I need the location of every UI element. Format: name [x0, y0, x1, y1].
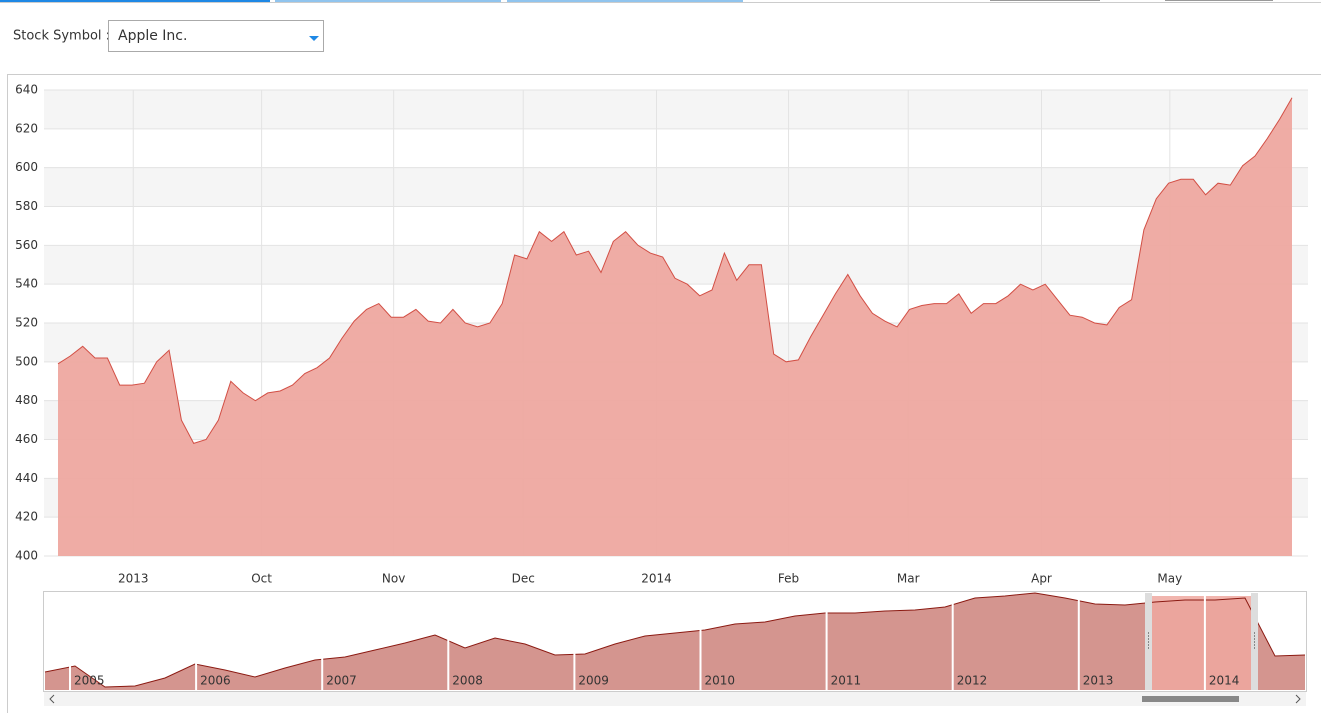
x-tick-label: Nov [382, 572, 405, 586]
band [44, 90, 1308, 129]
year-label: 2007 [326, 674, 357, 688]
x-tick-label: Oct [251, 572, 272, 586]
band [44, 168, 1308, 207]
y-tick-label: 440 [15, 471, 38, 485]
y-tick-label: 420 [15, 510, 38, 524]
x-tick-label: 2014 [641, 572, 672, 586]
year-label: 2014 [1209, 674, 1240, 688]
y-tick-label: 600 [15, 160, 38, 174]
y-tick-label: 540 [15, 277, 38, 291]
year-label: 2011 [831, 674, 862, 688]
dropdown-value: Apple Inc. [118, 28, 187, 44]
y-tick-label: 460 [15, 432, 38, 446]
y-tick-label: 620 [15, 121, 38, 135]
y-tick-label: 520 [15, 316, 38, 330]
stock-label: Stock Symbol : [13, 29, 110, 44]
y-tick-label: 560 [15, 238, 38, 252]
x-tick-label: Apr [1031, 572, 1052, 586]
scrollbar-thumb[interactable] [1142, 696, 1239, 702]
x-tick-label: 2013 [118, 572, 149, 586]
year-label: 2012 [957, 674, 988, 688]
y-tick-label: 500 [15, 354, 38, 368]
year-label: 2010 [705, 674, 736, 688]
year-label: 2013 [1083, 674, 1114, 688]
y-tick-label: 400 [15, 549, 38, 563]
year-label: 2006 [200, 674, 231, 688]
x-tick-label: Feb [778, 572, 799, 586]
x-tick-label: Mar [897, 572, 920, 586]
x-tick-label: May [1157, 572, 1182, 586]
scrollbar [44, 692, 1306, 706]
y-tick-label: 580 [15, 199, 38, 213]
year-label: 2005 [74, 674, 105, 688]
year-label: 2009 [578, 674, 609, 688]
y-tick-label: 640 [15, 83, 38, 97]
year-label: 2008 [452, 674, 483, 688]
x-tick-label: Dec [512, 572, 535, 586]
y-tick-label: 480 [15, 393, 38, 407]
